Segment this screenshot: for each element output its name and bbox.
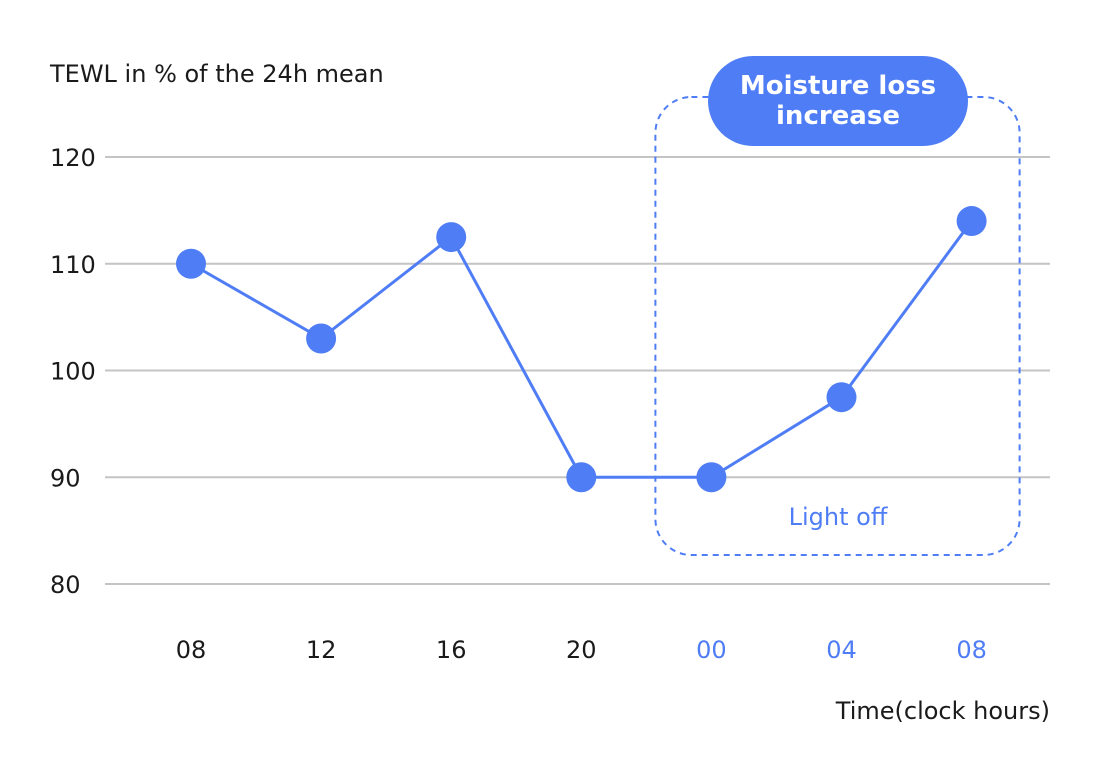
data-point-6	[956, 206, 987, 237]
data-point-2	[436, 222, 467, 253]
y-tick-120: 120	[50, 144, 96, 172]
y-tick-labels: 120 110 100 90 80	[50, 144, 96, 599]
moisture-loss-callout-text: Moisture loss increase	[739, 71, 937, 131]
x-tick-5: 04	[826, 636, 857, 664]
x-tick-6: 08	[956, 636, 987, 664]
data-points	[176, 206, 987, 493]
light-off-label: Light off	[788, 503, 888, 531]
data-point-5	[826, 382, 857, 413]
y-tick-110: 110	[50, 251, 96, 279]
x-axis-label: Time(clock hours)	[835, 697, 1050, 725]
x-tick-0: 08	[176, 636, 207, 664]
x-tick-labels: 08 12 16 20 00 04 08	[176, 636, 987, 664]
y-tick-80: 80	[50, 571, 81, 599]
x-tick-4: 00	[696, 636, 727, 664]
moisture-loss-callout: Moisture loss increase	[708, 56, 968, 146]
x-tick-2: 16	[436, 636, 467, 664]
y-axis-label: TEWL in % of the 24h mean	[50, 60, 384, 88]
data-point-3	[566, 462, 597, 493]
data-point-4	[696, 462, 727, 493]
x-tick-3: 20	[566, 636, 597, 664]
y-tick-100: 100	[50, 358, 96, 386]
grid-lines	[105, 156, 1050, 585]
x-tick-1: 12	[306, 636, 337, 664]
y-tick-90: 90	[50, 464, 81, 492]
series-line	[190, 220, 973, 479]
data-point-0	[176, 248, 206, 279]
series-polyline	[190, 220, 973, 479]
data-point-1	[306, 323, 337, 354]
